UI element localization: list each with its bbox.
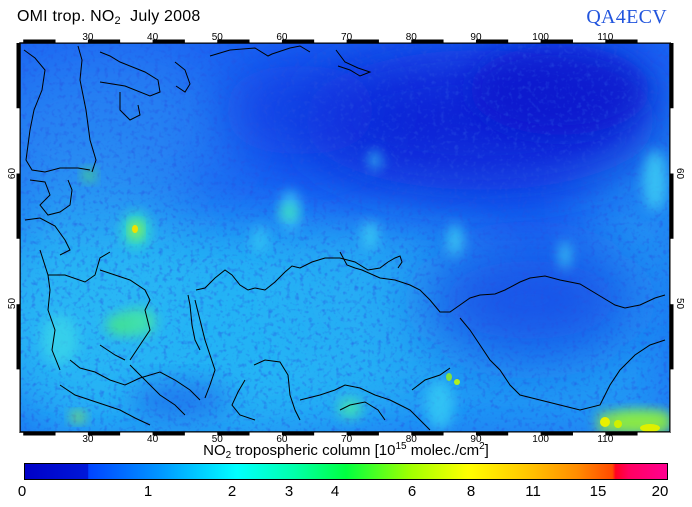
cb-title-exponent2: 2 [479,441,485,452]
bottom-lon-tick-70: 70 [341,434,353,445]
top-lon-tick-80: 80 [405,32,417,43]
right-lat-tick-60: 60 [674,167,686,179]
top-lon-tick-90: 90 [470,32,482,43]
title-date: July 2008 [130,8,201,25]
top-lon-tick-60: 60 [276,32,288,43]
bottom-lon-tick-40: 40 [147,434,159,445]
top-lon-tick-70: 70 [341,32,353,43]
cb-title-sub: 2 [225,450,232,461]
cb-title-unit: molec./cm [406,442,480,459]
colorbar-label-11: 11 [525,483,541,500]
bottom-lon-tick-60: 60 [276,434,288,445]
bottom-lon-tick-30: 30 [82,434,94,445]
title-text: OMI trop. NO [17,8,115,25]
colorbar-label-4: 4 [330,483,340,500]
bottom-lon-tick-80: 80 [405,434,417,445]
country-borders [23,45,666,431]
bottom-lon-tick-110: 110 [597,434,614,445]
top-lon-tick-30: 30 [82,32,94,43]
cb-title-no: NO [203,442,226,459]
bottom-lon-tick-90: 90 [470,434,482,445]
no2-field [20,43,670,432]
top-lon-tick-100: 100 [532,32,549,43]
top-lon-tick-50: 50 [211,32,223,43]
hotspots [71,169,670,432]
colorbar-label-8: 8 [466,483,476,500]
map-frame [16,39,674,436]
top-lon-tick-110: 110 [597,32,614,43]
colorbar-label-0: 0 [17,483,27,500]
top-lon-tick-40: 40 [147,32,159,43]
colorbar-label-1: 1 [143,483,153,500]
left-lat-tick-50: 50 [7,298,19,310]
cb-title-mid: tropospheric column [10 [231,442,396,459]
caspian-coast [194,299,216,399]
colorbar-label-2: 2 [227,483,237,500]
bottom-lon-tick-100: 100 [532,434,549,445]
colorbar-label-15: 15 [589,483,607,500]
cb-title-exponent: 15 [395,441,407,452]
colorbar-label-3: 3 [284,483,294,500]
title-subscript: 2 [114,15,121,27]
colorbar [24,463,668,480]
colorbar-title: NO2 tropospheric column [1015 molec./cm2… [0,441,692,461]
right-lat-tick-50: 50 [674,298,686,310]
left-lat-tick-60: 60 [7,167,19,179]
brand-logo: QA4ECV [586,6,667,28]
page-title: OMI trop. NO2 July 2008 [17,8,200,27]
bottom-lon-tick-50: 50 [211,434,223,445]
colorbar-label-20: 20 [651,483,669,500]
colorbar-label-6: 6 [407,483,417,500]
cb-title-end: ] [484,442,489,459]
